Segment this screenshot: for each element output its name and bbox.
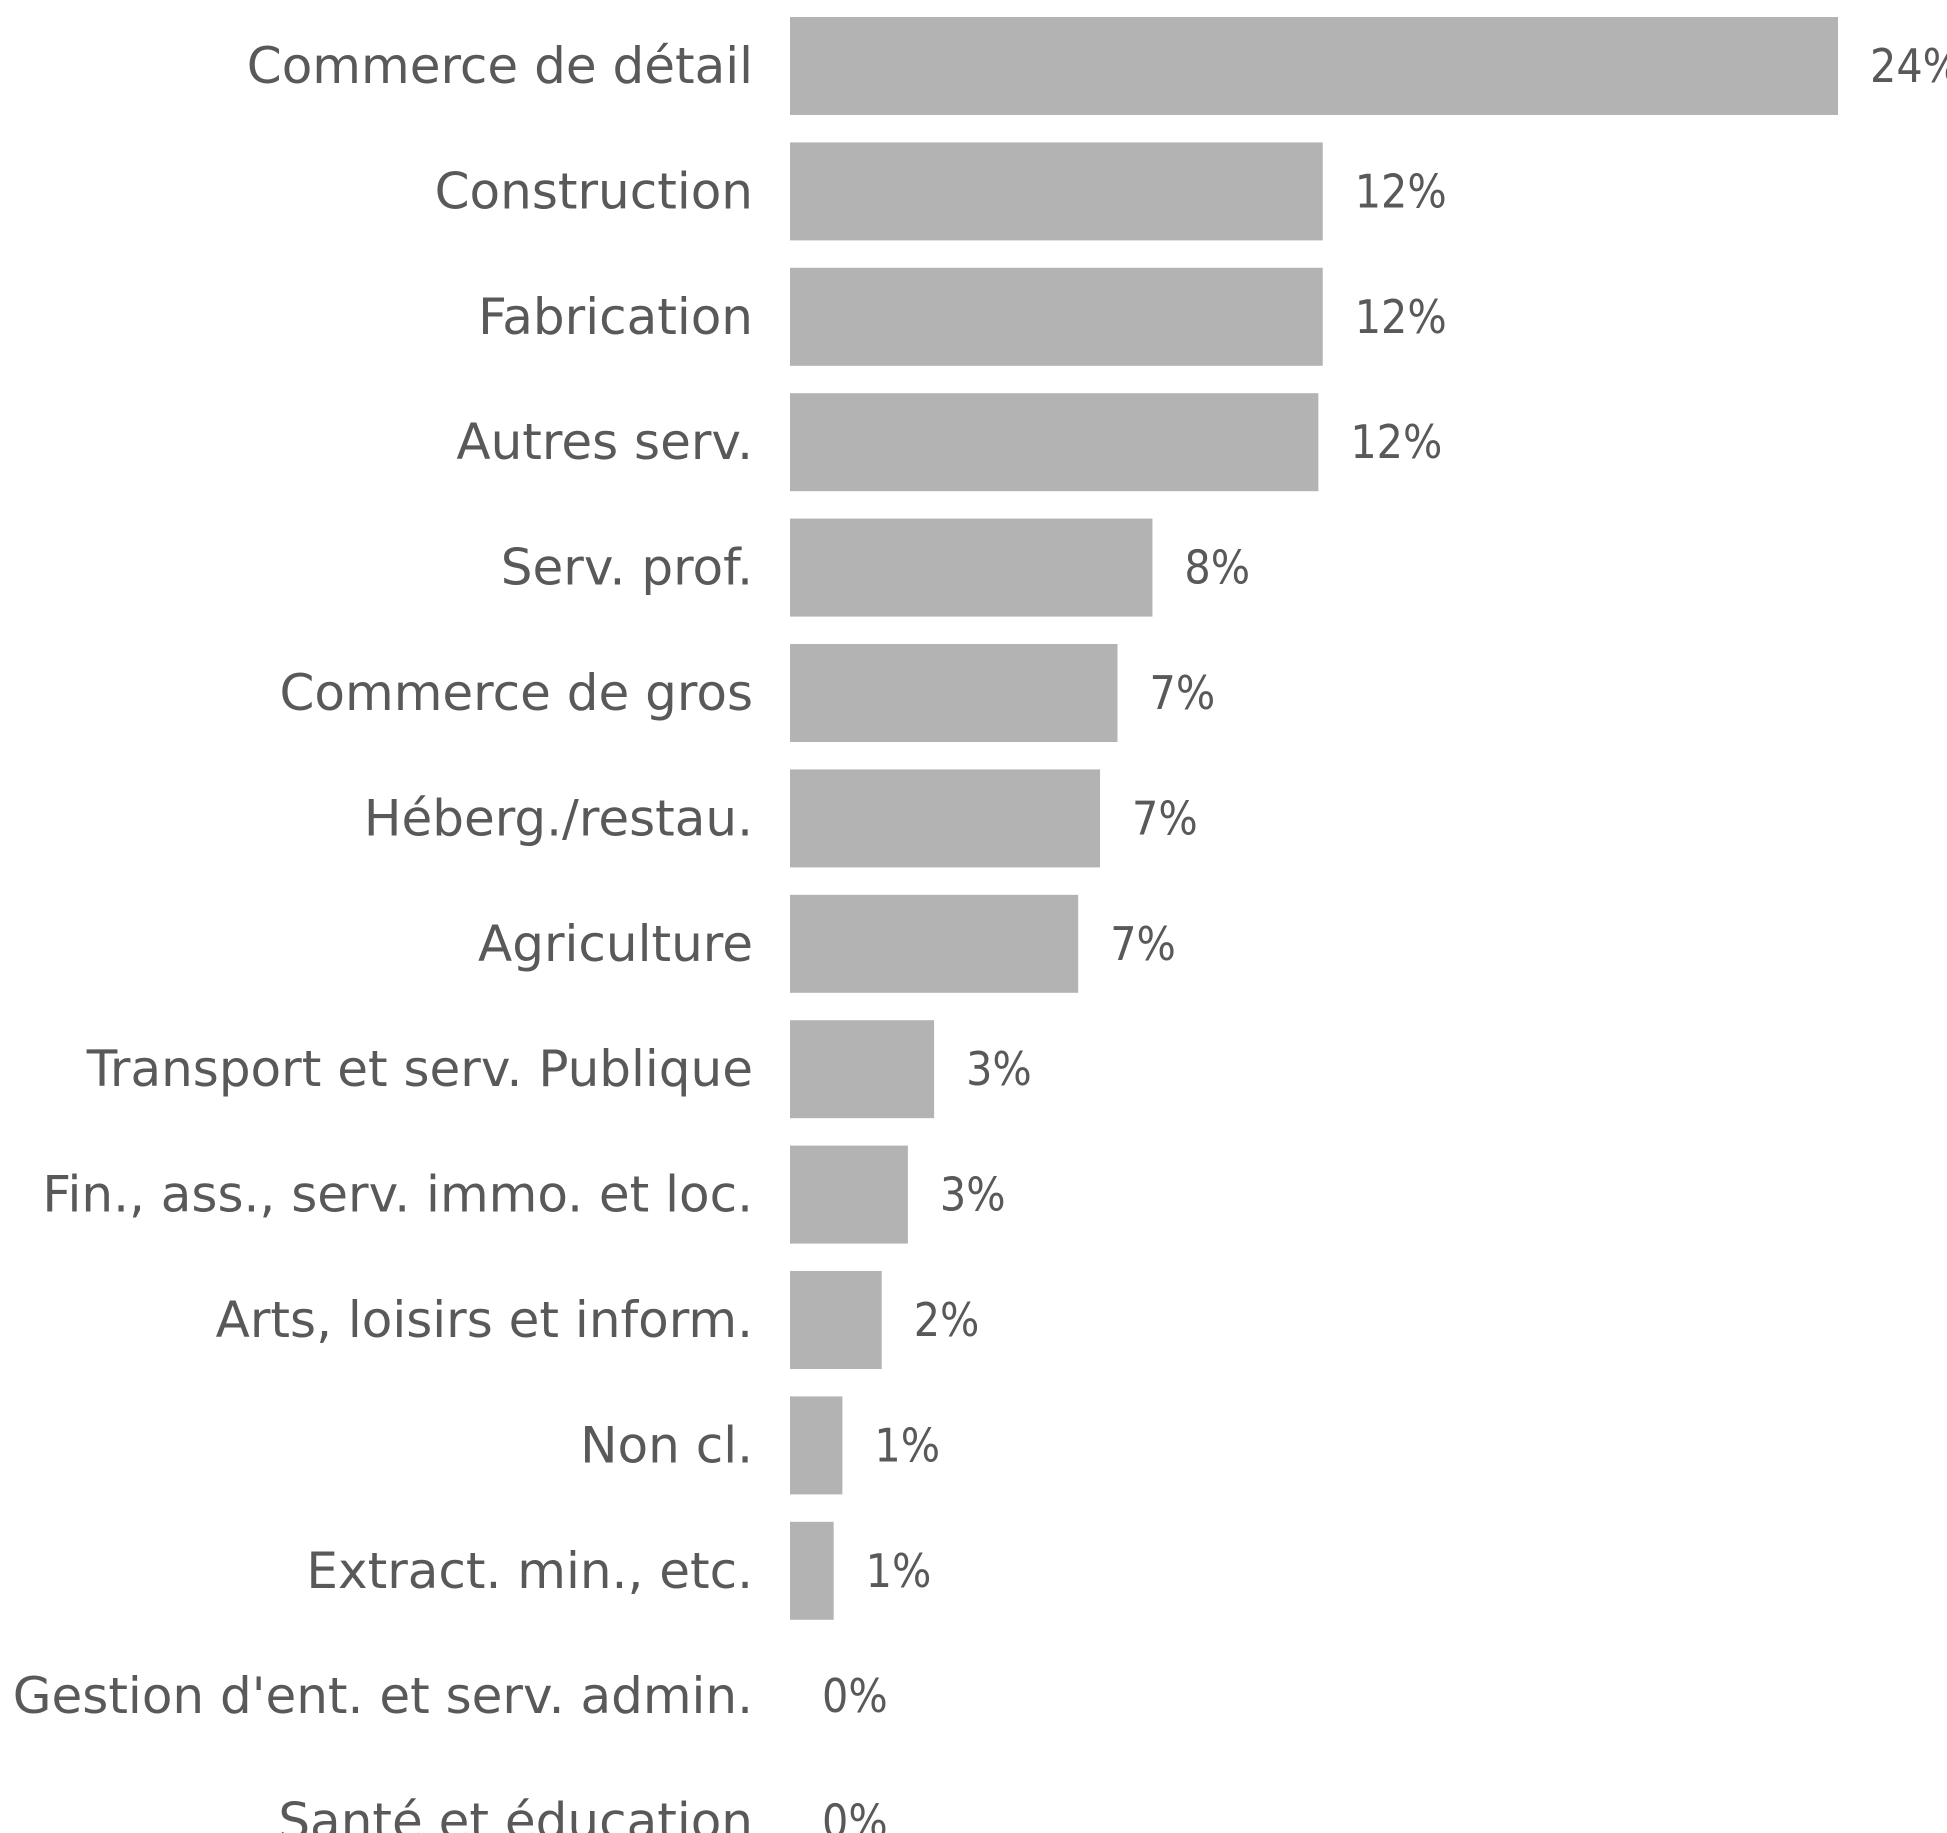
bar-4 [790, 518, 1153, 617]
data-label-7: 7% [1110, 917, 1176, 971]
category-label-13: Gestion d'ent. et serv. admin. [13, 1667, 753, 1725]
bar-0 [790, 17, 1838, 115]
data-label-13: 0% [822, 1669, 888, 1723]
bar-6 [790, 769, 1101, 868]
data-label-12: 1% [866, 1544, 932, 1598]
category-label-10: Arts, loisirs et inform. [216, 1291, 753, 1349]
data-label-0: 24% [1870, 39, 1947, 93]
bar-10 [790, 1271, 882, 1369]
category-label-11: Non cl. [580, 1416, 753, 1474]
data-label-11: 1% [874, 1418, 940, 1472]
bar-3 [790, 393, 1319, 492]
data-labels: 24% 12% 12% 12% 8% 7% 7% 7% 3% 3% 2% 1% 1% 0% 0% [822, 39, 1947, 1833]
data-label-5: 7% [1150, 666, 1216, 720]
category-label-7: Agriculture [478, 915, 753, 973]
category-label-14: Santé et éducation [278, 1793, 753, 1833]
category-label-6: Héberg./restau. [364, 789, 753, 847]
data-label-1: 12% [1355, 164, 1447, 218]
category-label-9: Fin., ass., serv. immo. et loc. [42, 1166, 753, 1224]
category-labels: Commerce de détail Construction Fabricatio… [13, 37, 753, 1833]
data-label-4: 8% [1184, 541, 1250, 595]
bar-7 [790, 894, 1079, 993]
bar-5 [790, 644, 1118, 742]
category-label-8: Transport et serv. Publique [86, 1040, 753, 1098]
bar-11 [790, 1396, 843, 1495]
data-label-8: 3% [966, 1042, 1032, 1096]
category-label-0: Commerce de détail [247, 37, 753, 95]
bar-8 [790, 1020, 935, 1119]
bars [790, 17, 1838, 1620]
bar-1 [790, 142, 1323, 241]
category-label-5: Commerce de gros [279, 664, 753, 722]
category-label-12: Extract. min., etc. [306, 1542, 753, 1600]
data-label-3: 12% [1350, 415, 1442, 469]
data-label-2: 12% [1355, 290, 1447, 344]
bar-12 [790, 1521, 834, 1620]
data-label-6: 7% [1132, 791, 1198, 845]
category-label-1: Construction [435, 162, 753, 220]
data-label-9: 3% [940, 1168, 1006, 1222]
bar-2 [790, 267, 1323, 366]
category-label-3: Autres serv. [456, 413, 753, 471]
data-label-10: 2% [914, 1293, 980, 1347]
category-label-2: Fabrication [478, 288, 753, 346]
data-label-14: 0% [822, 1795, 888, 1833]
category-label-4: Serv. prof. [501, 539, 753, 597]
bar-9 [790, 1145, 908, 1244]
